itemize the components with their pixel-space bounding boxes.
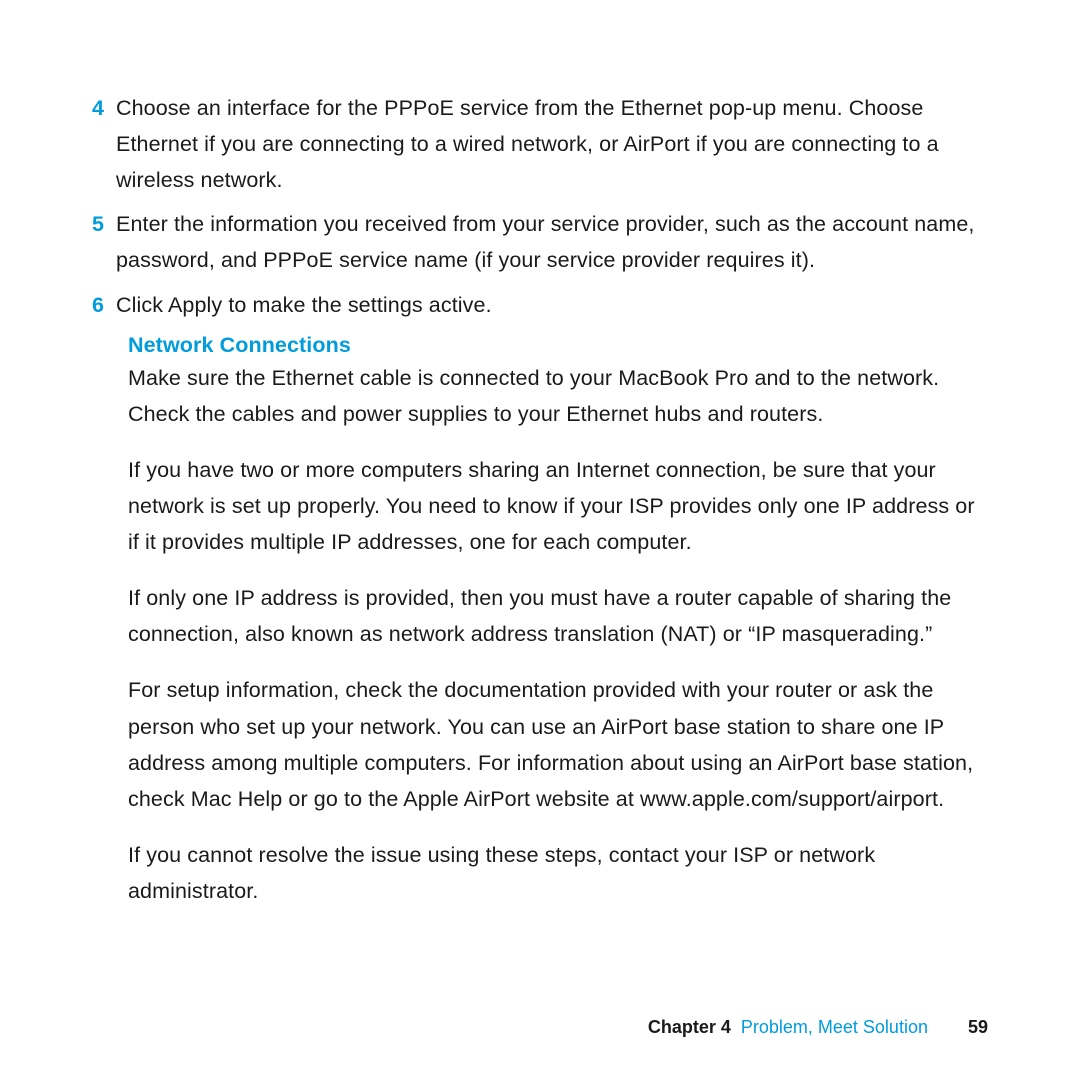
page-footer: Chapter 4 Problem, Meet Solution 59: [648, 1017, 988, 1038]
chapter-label: Chapter 4: [648, 1017, 731, 1038]
step-number: 6: [88, 287, 116, 323]
list-item: 4 Choose an interface for the PPPoE serv…: [88, 90, 990, 198]
step-number: 5: [88, 206, 116, 278]
page-number: 59: [968, 1017, 988, 1038]
page-content: 4 Choose an interface for the PPPoE serv…: [0, 0, 1080, 909]
list-item: 6 Click Apply to make the settings activ…: [88, 287, 990, 323]
step-text: Choose an interface for the PPPoE servic…: [116, 90, 990, 198]
section-heading-network-connections: Network Connections: [128, 333, 990, 358]
body-paragraph: If only one IP address is provided, then…: [128, 580, 990, 652]
body-paragraph: For setup information, check the documen…: [128, 672, 990, 816]
step-number: 4: [88, 90, 116, 198]
list-item: 5 Enter the information you received fro…: [88, 206, 990, 278]
step-text: Click Apply to make the settings active.: [116, 287, 990, 323]
body-paragraph: If you have two or more computers sharin…: [128, 452, 990, 560]
chapter-title: Problem, Meet Solution: [741, 1017, 928, 1038]
numbered-steps-list: 4 Choose an interface for the PPPoE serv…: [88, 90, 990, 323]
body-paragraph: Make sure the Ethernet cable is connecte…: [128, 360, 990, 432]
step-text: Enter the information you received from …: [116, 206, 990, 278]
body-paragraph: If you cannot resolve the issue using th…: [128, 837, 990, 909]
